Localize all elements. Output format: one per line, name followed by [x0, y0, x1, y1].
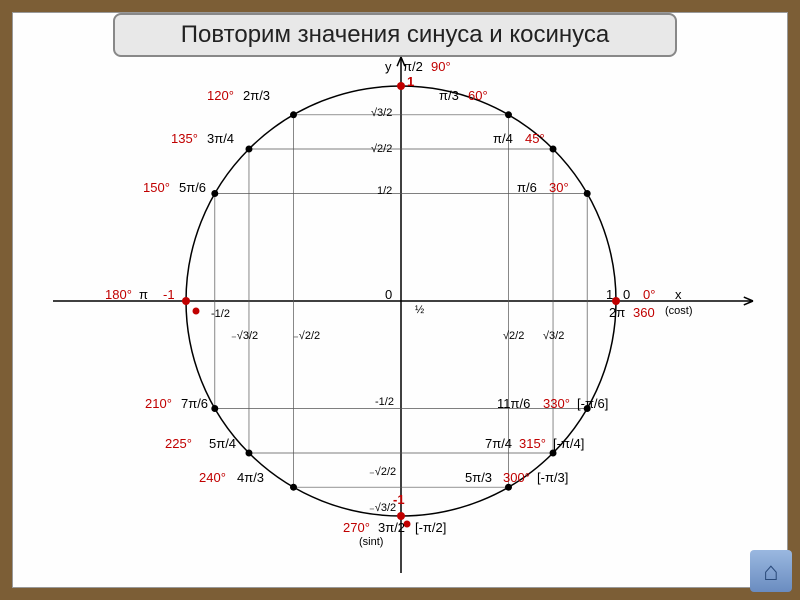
label-sint: (sint): [359, 537, 383, 548]
lab-p330-deg: 330°: [543, 397, 570, 410]
label-3pi2: 3π/2: [378, 521, 405, 534]
label-origin: 0: [385, 288, 392, 301]
label-neg1-b: -1: [393, 493, 405, 506]
lab-p300-alt: [-π/3]: [537, 471, 568, 484]
label-one-r: 1: [606, 288, 613, 301]
lab-p240-deg: 240°: [199, 471, 226, 484]
label-270alt: [-π/2]: [415, 521, 446, 534]
lab-p225-rad: 5π/4: [209, 437, 236, 450]
label-90deg: 90°: [431, 60, 451, 73]
lab-p330-alt: [-π/6]: [577, 397, 608, 410]
lab-p135-deg: 135°: [171, 132, 198, 145]
ytick-half: 1/2: [377, 186, 392, 197]
ytick-r3_2: √3/2: [371, 108, 392, 119]
lab-p240-rad: 4π/3: [237, 471, 264, 484]
lab-p120-deg: 120°: [207, 89, 234, 102]
lab-p210-rad: 7π/6: [181, 397, 208, 410]
label-nhalf-l: -1/2: [211, 309, 230, 320]
label-0deg: 0°: [643, 288, 655, 301]
lab-p60-deg: 60°: [468, 89, 488, 102]
label-270deg: 270°: [343, 521, 370, 534]
lab-p45-deg: 45°: [525, 132, 545, 145]
lab-p30-deg: 30°: [549, 181, 569, 194]
lab-p135-rad: 3π/4: [207, 132, 234, 145]
lab-p150-rad: 5π/6: [179, 181, 206, 194]
home-icon: ⌂: [763, 556, 779, 587]
lab-p60-rad: π/3: [439, 89, 459, 102]
label-2pi: 2π: [609, 306, 625, 319]
label-zero-r: 0: [623, 288, 630, 301]
xtick-r2_2: √2/2: [503, 331, 524, 342]
lab-p315-alt: [-π/4]: [553, 437, 584, 450]
lab-p30-rad: π/6: [517, 181, 537, 194]
lab-p315-deg: 315°: [519, 437, 546, 450]
lab-p150-deg: 150°: [143, 181, 170, 194]
label-360: 360: [633, 306, 655, 319]
label-one-top: 1: [407, 75, 414, 88]
ytick-nhalf: -1/2: [375, 397, 394, 408]
label-half-frac: ½: [415, 305, 424, 316]
xtick-nr2_2: ₋√2/2: [293, 331, 320, 342]
xtick-nr3_2: ₋√3/2: [231, 331, 258, 342]
home-button[interactable]: ⌂: [750, 550, 792, 592]
lab-p225-deg: 225°: [165, 437, 192, 450]
label-180deg: 180°: [105, 288, 132, 301]
ytick-nr2_2: ₋√2/2: [369, 467, 396, 478]
label-pi2: π/2: [403, 60, 423, 73]
lab-p300-deg: 300°: [503, 471, 530, 484]
label-cost: (cost): [665, 306, 693, 317]
lab-p315-rad: 7π/4: [485, 437, 512, 450]
label-pi: π: [139, 288, 148, 301]
lab-p120-rad: 2π/3: [243, 89, 270, 102]
lab-p210-deg: 210°: [145, 397, 172, 410]
axis-x-label: х: [675, 288, 682, 301]
diagram-frame: Повторим значения синуса и косинуса у π/…: [12, 12, 788, 588]
ytick-r2_2: √2/2: [371, 144, 392, 155]
axis-y-label: у: [385, 60, 392, 73]
lab-p45-rad: π/4: [493, 132, 513, 145]
xtick-r3_2: √3/2: [543, 331, 564, 342]
lab-p300-rad: 5π/3: [465, 471, 492, 484]
label-neg1-l: -1: [163, 288, 175, 301]
lab-p330-rad: 11π/6: [497, 397, 530, 410]
